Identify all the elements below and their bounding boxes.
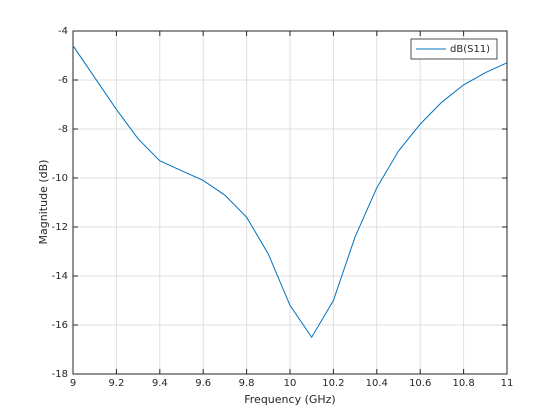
x-tick-label: 10	[284, 378, 297, 389]
x-tick-label: 10.8	[452, 378, 474, 389]
y-tick-label: -12	[52, 222, 68, 233]
x-tick-label: 10.6	[409, 378, 431, 389]
axes-box	[72, 30, 508, 375]
y-tick-label: -10	[52, 173, 68, 184]
y-tick-label: -6	[58, 75, 68, 86]
x-tick-label: 10.2	[322, 378, 344, 389]
x-tick-label: 11	[501, 378, 514, 389]
x-axis-label: Frequency (GHz)	[244, 393, 335, 406]
legend-box	[410, 38, 498, 60]
x-tick-label: 9.4	[152, 378, 168, 389]
x-tick-label: 9.2	[108, 378, 124, 389]
y-tick-label: -16	[52, 320, 68, 331]
x-tick-label: 9	[70, 378, 76, 389]
y-tick-label: -4	[58, 26, 68, 37]
data-line	[72, 45, 508, 339]
x-tick-label: 9.6	[195, 378, 211, 389]
y-tick-label: -8	[58, 124, 68, 135]
x-tick-label: 10.4	[366, 378, 388, 389]
legend-label: dB(S11)	[450, 44, 490, 55]
y-axis-label: Magnitude (dB)	[37, 160, 50, 245]
y-tick-label: -18	[52, 369, 68, 380]
y-tick-label: -14	[52, 271, 68, 282]
x-tick-label: 9.8	[239, 378, 255, 389]
